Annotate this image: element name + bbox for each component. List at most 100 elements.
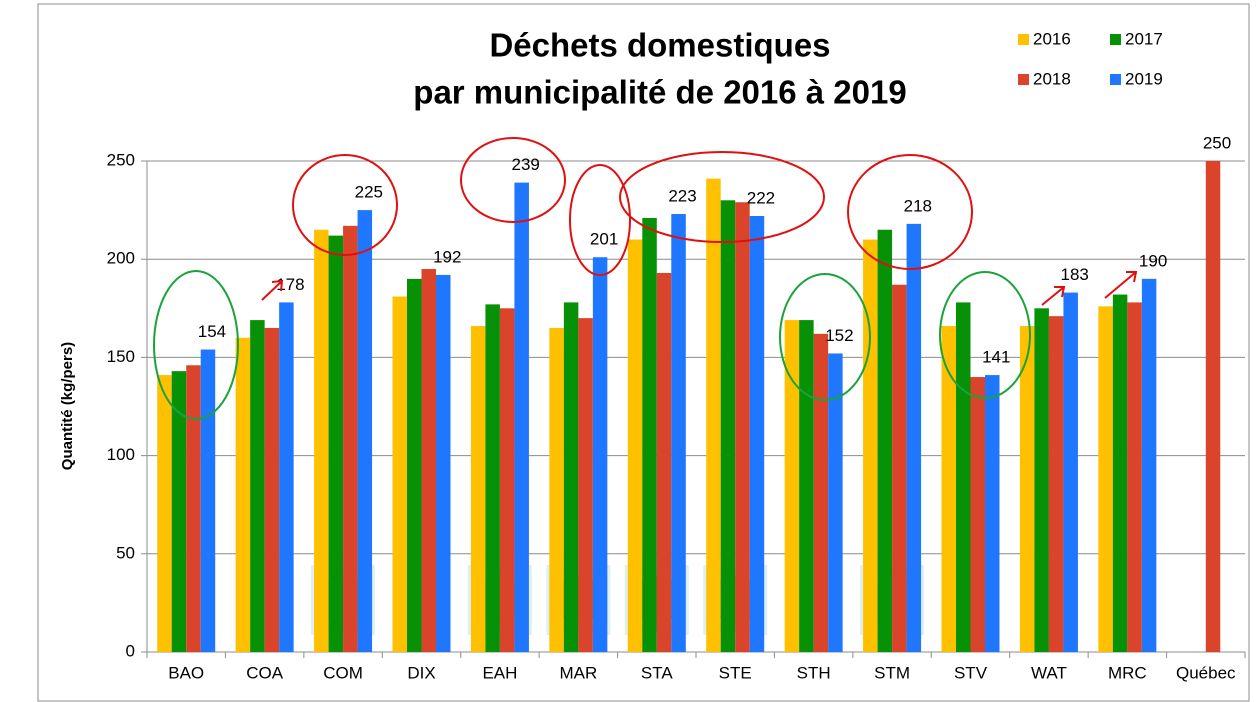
bar bbox=[436, 274, 451, 652]
value-label: 152 bbox=[825, 326, 853, 345]
legend-label: 2017 bbox=[1125, 29, 1163, 48]
y-tick-label: 150 bbox=[107, 347, 135, 366]
value-label: 141 bbox=[982, 348, 1010, 367]
legend-label: 2019 bbox=[1125, 69, 1163, 88]
x-tick-label: STA bbox=[641, 663, 673, 682]
x-tick-label: BAO bbox=[168, 663, 204, 682]
bar bbox=[157, 375, 172, 652]
bar bbox=[1034, 308, 1049, 652]
bar bbox=[956, 302, 971, 652]
bar bbox=[906, 223, 922, 652]
legend-swatch bbox=[1018, 34, 1029, 45]
x-tick-label: WAT bbox=[1031, 663, 1067, 682]
x-tick-label: EAH bbox=[482, 663, 517, 682]
annotations bbox=[153, 137, 1138, 420]
circle bbox=[779, 273, 871, 401]
bar bbox=[1112, 294, 1128, 652]
bar bbox=[735, 202, 750, 652]
bar bbox=[706, 178, 721, 652]
bar bbox=[235, 337, 251, 652]
bar bbox=[863, 239, 878, 652]
bar bbox=[671, 214, 686, 652]
arrow bbox=[1104, 271, 1138, 299]
y-tick-label: 100 bbox=[107, 445, 135, 464]
bar bbox=[343, 225, 358, 652]
bar bbox=[985, 375, 1000, 652]
bar bbox=[656, 272, 672, 652]
circle bbox=[153, 270, 239, 420]
bar bbox=[892, 284, 907, 652]
bar bbox=[1048, 316, 1064, 652]
value-label: 239 bbox=[511, 155, 539, 174]
y-tick-label: 50 bbox=[116, 543, 135, 562]
bar bbox=[499, 308, 515, 652]
bar bbox=[264, 327, 280, 652]
bar bbox=[514, 182, 529, 652]
x-tick-label: STH bbox=[797, 663, 831, 682]
bar bbox=[549, 327, 564, 652]
legend-swatch bbox=[1110, 74, 1121, 85]
x-tick-label: STM bbox=[874, 663, 910, 682]
x-tick-label: MAR bbox=[559, 663, 597, 682]
bar bbox=[421, 269, 436, 652]
bar bbox=[407, 278, 422, 652]
x-tick-label: DIX bbox=[407, 663, 435, 682]
bar bbox=[392, 296, 407, 652]
value-label: 190 bbox=[1139, 251, 1167, 270]
x-tick-label: Québec bbox=[1176, 663, 1236, 682]
x-tick-label: STV bbox=[954, 663, 988, 682]
bar bbox=[592, 257, 608, 652]
bar bbox=[578, 318, 593, 652]
bar bbox=[828, 353, 843, 652]
value-label: 201 bbox=[590, 230, 618, 249]
legend: 2016 2017 2018 2019 bbox=[1018, 29, 1163, 88]
circle bbox=[292, 154, 398, 256]
bar bbox=[485, 304, 500, 652]
bar bbox=[279, 302, 294, 652]
circle bbox=[619, 151, 825, 243]
bar bbox=[1205, 161, 1221, 652]
bar bbox=[813, 333, 829, 652]
legend-swatch bbox=[1018, 74, 1029, 85]
bar bbox=[720, 200, 736, 652]
bar bbox=[171, 371, 187, 652]
x-tick-label: STE bbox=[719, 663, 752, 682]
bar bbox=[941, 325, 956, 652]
bar bbox=[357, 210, 373, 652]
chart-title: par municipalité de 2016 à 2019 bbox=[413, 74, 906, 111]
bar bbox=[799, 320, 814, 652]
bar bbox=[749, 215, 765, 652]
arrow bbox=[1041, 286, 1066, 306]
value-label: 178 bbox=[276, 275, 304, 294]
value-label: 225 bbox=[355, 183, 383, 202]
x-tick-label: COM bbox=[323, 663, 363, 682]
bar bbox=[250, 320, 265, 652]
bar bbox=[970, 377, 985, 652]
arrow bbox=[261, 279, 284, 301]
y-tick-label: 200 bbox=[107, 249, 135, 268]
bar bbox=[200, 349, 216, 652]
bar bbox=[627, 239, 643, 652]
y-axis-title: Quantité (kg/pers) bbox=[59, 342, 76, 470]
value-label: 222 bbox=[747, 188, 775, 207]
legend-label: 2018 bbox=[1033, 69, 1071, 88]
value-label: 223 bbox=[668, 187, 696, 206]
bar bbox=[784, 320, 800, 652]
value-label: 250 bbox=[1203, 133, 1231, 152]
bar bbox=[314, 229, 329, 653]
circle bbox=[569, 164, 631, 276]
x-tick-label: MRC bbox=[1108, 663, 1147, 682]
plot: 0 50 100 150 200 250 BAO 154 COA 178 COM 225 DIX 192 E… bbox=[107, 133, 1246, 682]
x-tick-label: COA bbox=[246, 663, 284, 682]
legend-swatch bbox=[1110, 34, 1121, 45]
circle bbox=[460, 137, 566, 223]
bar bbox=[1098, 306, 1113, 652]
legend-label: 2016 bbox=[1033, 29, 1071, 48]
value-label: 218 bbox=[904, 196, 932, 215]
circle bbox=[939, 271, 1031, 399]
bar bbox=[1141, 278, 1157, 652]
value-label: 192 bbox=[433, 247, 461, 266]
bar bbox=[642, 217, 657, 652]
value-label: 154 bbox=[198, 322, 226, 341]
circle bbox=[847, 154, 973, 270]
